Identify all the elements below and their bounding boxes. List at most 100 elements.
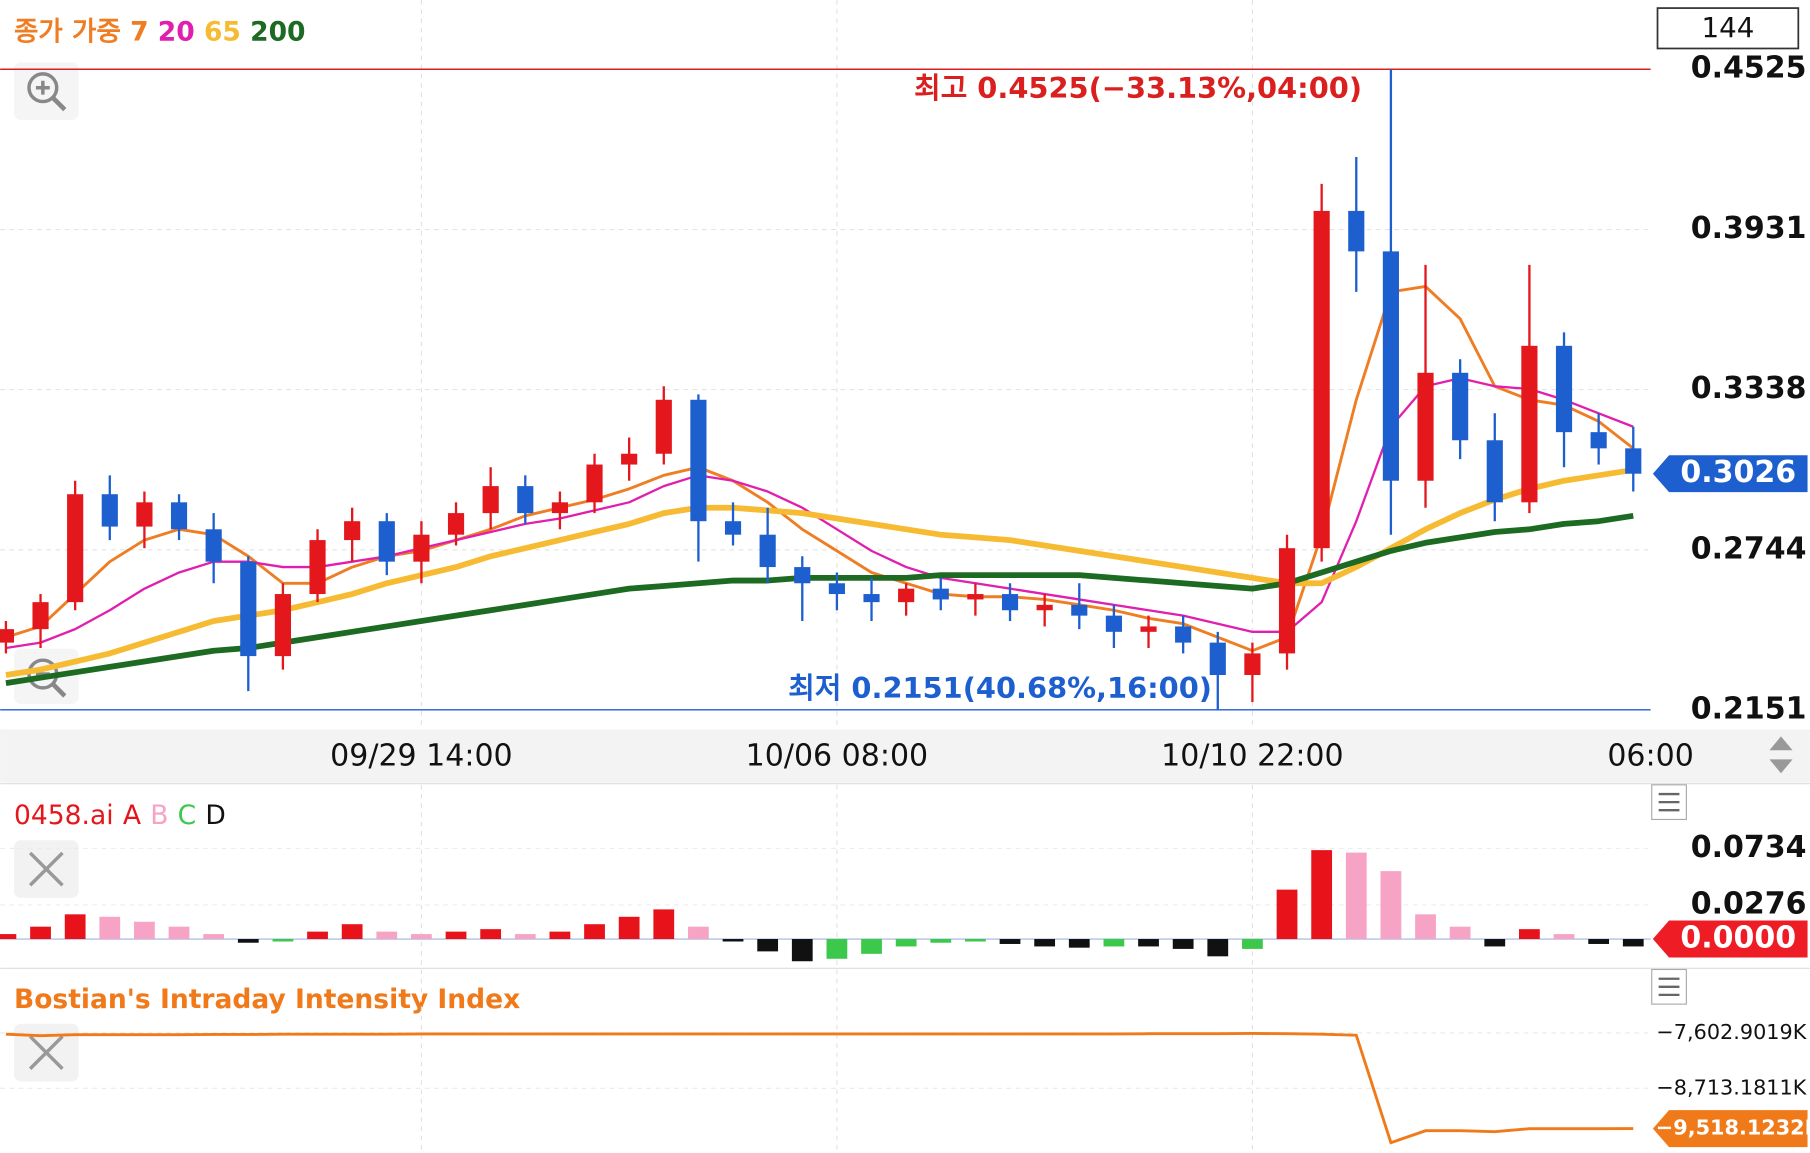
menu-icon — [1658, 792, 1680, 812]
candle-body — [586, 464, 603, 503]
zoom-icon — [27, 72, 59, 104]
close-indicator[interactable] — [13, 1023, 79, 1082]
histogram-bar — [688, 926, 709, 940]
scroll-arrows[interactable] — [1769, 736, 1793, 774]
candle-body — [205, 529, 222, 562]
histogram-bar — [895, 939, 917, 947]
menu-icon — [1658, 977, 1680, 997]
legend-entry: D — [205, 799, 225, 830]
y-tick-label: −7,602.9019K — [1656, 1020, 1807, 1044]
candle-body — [1452, 372, 1469, 441]
histogram-bar — [272, 939, 294, 942]
candle-body — [344, 521, 361, 541]
indicator-line — [5, 1032, 1634, 1145]
legend-entry: 20 — [158, 16, 195, 47]
histogram-bar — [341, 924, 363, 940]
histogram-bar — [480, 929, 502, 940]
histogram-bar — [411, 934, 432, 940]
histogram-bar — [514, 934, 536, 940]
histogram-bar — [1034, 939, 1056, 947]
legend-entry: 200 — [250, 16, 305, 47]
current-value-tag — [1652, 455, 1808, 493]
candle-body — [1521, 345, 1538, 503]
histogram-bar — [549, 931, 571, 940]
candle-body — [863, 594, 880, 603]
current-value-tag — [1652, 920, 1808, 958]
candle-body — [1071, 604, 1088, 616]
candle-body — [517, 486, 534, 514]
histogram-bar — [1276, 889, 1298, 940]
candle-body — [621, 453, 638, 465]
legend-entry: 7 — [130, 16, 148, 47]
candle-body — [1105, 615, 1122, 632]
y-tick-label: 0.2151 — [1691, 691, 1807, 726]
zoom-icon — [51, 96, 67, 112]
histogram-bar — [1068, 939, 1090, 948]
legend-entry: B — [150, 799, 168, 830]
candle-body — [1140, 626, 1157, 632]
low-annotation: 최저 0.2151(40.68%,16:00) — [788, 671, 1212, 705]
high-annotation: 최고 0.4525(−33.13%,04:00) — [914, 71, 1362, 105]
zoom-icon — [51, 682, 67, 698]
histogram-bar — [0, 934, 17, 940]
histogram-bar — [307, 931, 328, 940]
menu-button[interactable] — [1651, 784, 1687, 821]
y-tick-label: 0.3338 — [1691, 371, 1807, 406]
candle-body — [898, 588, 915, 603]
current-value-label: 0.0000 — [1680, 921, 1796, 956]
histogram-bar — [1242, 939, 1263, 949]
candle-body — [447, 513, 465, 535]
y-tick-label: 0.0276 — [1691, 886, 1807, 921]
candle-body — [170, 502, 188, 530]
candle-body — [413, 534, 430, 562]
histogram-bar — [757, 939, 779, 952]
menu-button[interactable] — [1651, 968, 1687, 1005]
histogram-bar — [203, 934, 225, 940]
histogram-bar — [30, 926, 51, 940]
histogram-bar — [1380, 871, 1402, 940]
y-tick-label: 0.0734 — [1691, 830, 1807, 865]
y-tick-label: 0.2744 — [1691, 531, 1807, 566]
histogram-bar — [237, 939, 259, 943]
candle-body — [759, 534, 776, 568]
candle-body — [101, 494, 118, 527]
candle-body — [655, 399, 672, 454]
candle-body — [1382, 251, 1399, 481]
close-icon — [28, 1035, 64, 1070]
histogram-bar — [1484, 939, 1506, 947]
histogram-bar — [134, 921, 155, 940]
ma-legend: 종가 가중 7 20 65 200 — [14, 16, 306, 47]
candle-body — [240, 561, 257, 657]
candle-body — [32, 602, 49, 630]
candle-body — [482, 486, 499, 514]
histogram-bar — [722, 939, 744, 942]
histogram-bar — [1622, 939, 1644, 947]
legend-entry: C — [178, 799, 197, 830]
histogram-bar — [99, 916, 121, 940]
zoom-in[interactable] — [13, 62, 79, 121]
histogram-bar — [1103, 939, 1125, 947]
histogram-bar — [584, 924, 605, 940]
histogram-bar — [826, 939, 848, 959]
histogram-bar — [1207, 939, 1229, 957]
histogram-bar — [1553, 934, 1575, 940]
candle-body — [932, 588, 949, 600]
candle-body — [794, 567, 811, 584]
candle-body — [1313, 210, 1330, 549]
legend-entry: A — [123, 799, 141, 830]
x-tick-label: 06:00 — [1607, 739, 1693, 774]
candle-body — [1590, 432, 1607, 449]
x-axis-strip — [0, 729, 1810, 783]
close-indicator[interactable] — [13, 840, 79, 898]
candle-body — [690, 399, 707, 522]
candle-body — [1036, 604, 1053, 611]
histogram-bar — [653, 909, 675, 940]
candle-body — [274, 594, 291, 657]
candle-body — [828, 583, 845, 595]
candle-body — [551, 502, 568, 514]
candle-body — [309, 540, 326, 595]
count-box[interactable] — [1656, 7, 1800, 50]
